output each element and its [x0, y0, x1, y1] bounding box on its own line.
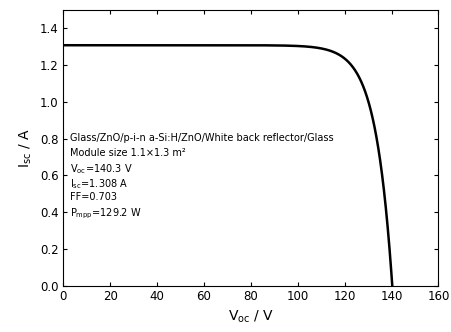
Text: Glass/ZnO/p-i-n a-Si:H/ZnO/White back reflector/Glass: Glass/ZnO/p-i-n a-Si:H/ZnO/White back re… [70, 133, 333, 143]
Text: P$_{mpp}$=129.2 W: P$_{mpp}$=129.2 W [70, 207, 142, 221]
Text: I$_{sc}$=1.308 A: I$_{sc}$=1.308 A [70, 177, 129, 191]
Text: Module size 1.1×1.3 m²: Module size 1.1×1.3 m² [70, 148, 186, 158]
X-axis label: V$_{oc}$ / V: V$_{oc}$ / V [227, 309, 273, 325]
Text: V$_{oc}$=140.3 V: V$_{oc}$=140.3 V [70, 162, 133, 176]
Y-axis label: I$_{sc}$ / A: I$_{sc}$ / A [18, 128, 34, 168]
Text: FF=0.703: FF=0.703 [70, 192, 117, 202]
